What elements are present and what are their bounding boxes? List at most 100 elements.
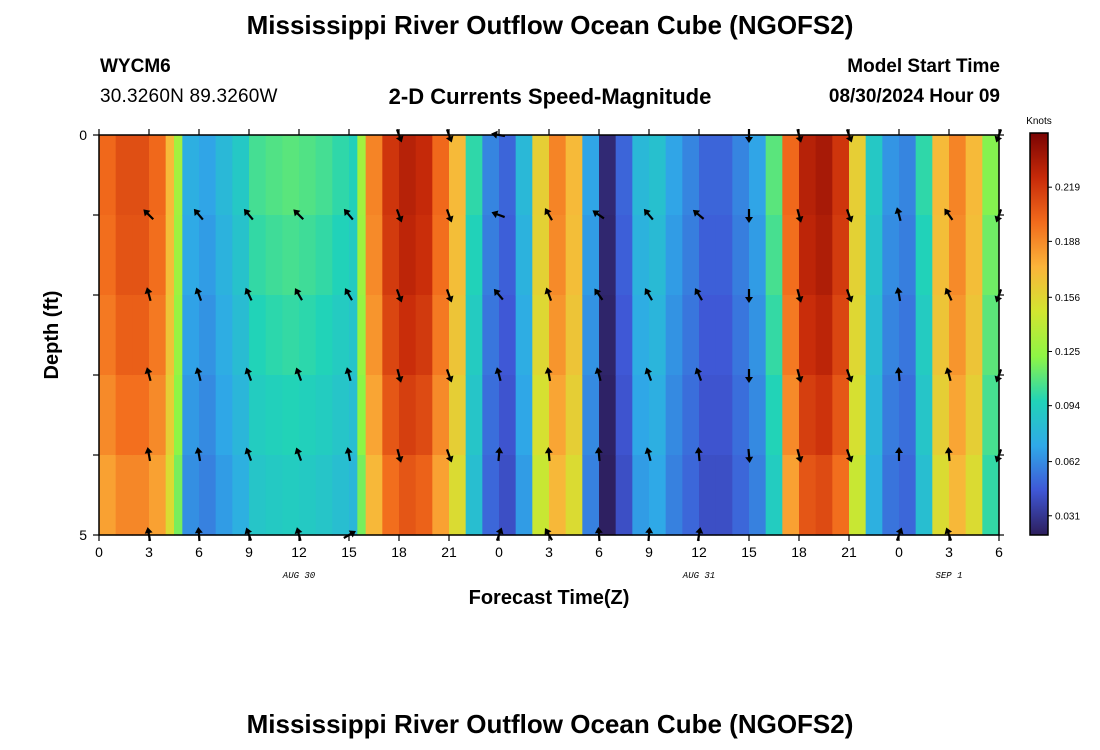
heatmap-cell (565, 295, 583, 376)
arrow-head (592, 210, 600, 218)
arrow-head (194, 447, 203, 454)
heatmap-cell (615, 135, 633, 216)
heatmap-cell (849, 135, 867, 216)
heatmap-cell (982, 375, 999, 456)
current-arrow (495, 447, 504, 462)
heatmap-cell (415, 295, 433, 376)
x-tick-label: 3 (945, 544, 953, 560)
heatmap-cell (149, 375, 167, 456)
heatmap-cell (549, 375, 567, 456)
heatmap-cell (299, 375, 317, 456)
heatmap-cell (882, 135, 900, 216)
heatmap-cell (115, 135, 133, 216)
heatmap-cell (449, 215, 467, 296)
heatmap-cell (715, 375, 733, 456)
arrow-head (643, 208, 651, 217)
heatmap-cell (549, 135, 567, 216)
colorbar-tick-label: 0.125 (1055, 347, 1080, 358)
heatmap-cell (799, 295, 817, 376)
heatmap-cell (115, 215, 133, 296)
heatmap-cell (665, 295, 683, 376)
heatmap-cell (174, 135, 183, 216)
current-arrow (644, 288, 653, 301)
heatmap-cell (732, 375, 750, 456)
current-arrow (594, 288, 604, 301)
arrow-head (344, 367, 353, 375)
heatmap-cell (882, 375, 900, 456)
arrow-head (244, 367, 253, 375)
heatmap-cell (982, 215, 999, 296)
heatmap-cell (357, 375, 367, 456)
heatmap-cell (265, 135, 283, 216)
heatmap-cell (249, 215, 267, 296)
heatmap-cell (432, 295, 450, 376)
heatmap-cell (182, 375, 200, 456)
arrow-head (445, 455, 454, 463)
heatmap-cell (282, 295, 300, 376)
heatmap-cell (765, 375, 783, 456)
current-arrow (244, 287, 253, 301)
heatmap-cell (499, 455, 517, 536)
arrow-head (795, 135, 804, 143)
heatmap-cell (482, 375, 500, 456)
heatmap-cell (765, 295, 783, 376)
x-tick-label: 9 (245, 544, 253, 560)
x-tick-label: 12 (291, 544, 307, 560)
current-arrow (795, 448, 804, 463)
arrow-head (293, 209, 301, 217)
arrow-head (845, 135, 854, 143)
heatmap-cell (815, 215, 833, 296)
heatmap-cell (265, 215, 283, 296)
heatmap-cell (132, 295, 150, 376)
heatmap-cell (315, 215, 333, 296)
heatmap-cell (249, 295, 267, 376)
arrow-head (644, 447, 653, 455)
arrow-head (745, 456, 754, 463)
heatmap-cell (682, 295, 700, 376)
heatmap-cell (532, 215, 550, 296)
arrow-head (445, 215, 454, 223)
heatmap-cell (899, 375, 917, 456)
heatmap-cell (99, 215, 117, 296)
heatmap-cell (132, 375, 150, 456)
heatmap-cell (782, 215, 800, 296)
station-id: WYCM6 (100, 56, 171, 77)
current-arrow (395, 448, 404, 463)
heatmap-cell (415, 215, 433, 296)
current-arrow (244, 447, 253, 462)
current-arrow (894, 287, 903, 302)
heatmap-cell (865, 135, 883, 216)
heatmap-cell (149, 215, 167, 296)
arrow-head (845, 295, 854, 303)
heatmap-cell (649, 295, 667, 376)
heatmap-cell (882, 455, 900, 536)
heatmap-cell (632, 135, 650, 216)
current-arrow (395, 208, 404, 223)
model-start-value: 08/30/2024 Hour 09 (828, 86, 1000, 107)
current-arrow (244, 367, 253, 382)
heatmap-cell (249, 375, 267, 456)
heatmap-cell (849, 455, 867, 536)
heatmap-cell (232, 135, 250, 216)
heatmap-cell (782, 375, 800, 456)
heatmap-cell (482, 295, 500, 376)
x-tick-label: 0 (895, 544, 903, 560)
heatmap-cell (99, 375, 117, 456)
heatmap-cell (357, 295, 367, 376)
colorbar-units: Knots (1026, 116, 1052, 127)
heatmap-cell (382, 375, 400, 456)
heatmap-cell (849, 375, 867, 456)
arrow-head (143, 209, 151, 217)
heatmap-cell (399, 295, 417, 376)
arrow-head (344, 288, 352, 296)
heatmap-cell (899, 215, 917, 296)
current-arrow (344, 288, 353, 301)
heatmap-cell (815, 295, 833, 376)
x-axis: 0 3 6 9 12 15 18 21 0 3 6 9 12 15 18 21 0 3 6 AUG 30 AUG 31 S… (95, 129, 1003, 581)
x-tick-label: 6 (195, 544, 203, 560)
current-arrow (694, 447, 703, 462)
current-arrow (894, 207, 903, 222)
heatmap-cell (682, 215, 700, 296)
current-arrow (344, 447, 353, 462)
current-arrow (745, 209, 753, 223)
